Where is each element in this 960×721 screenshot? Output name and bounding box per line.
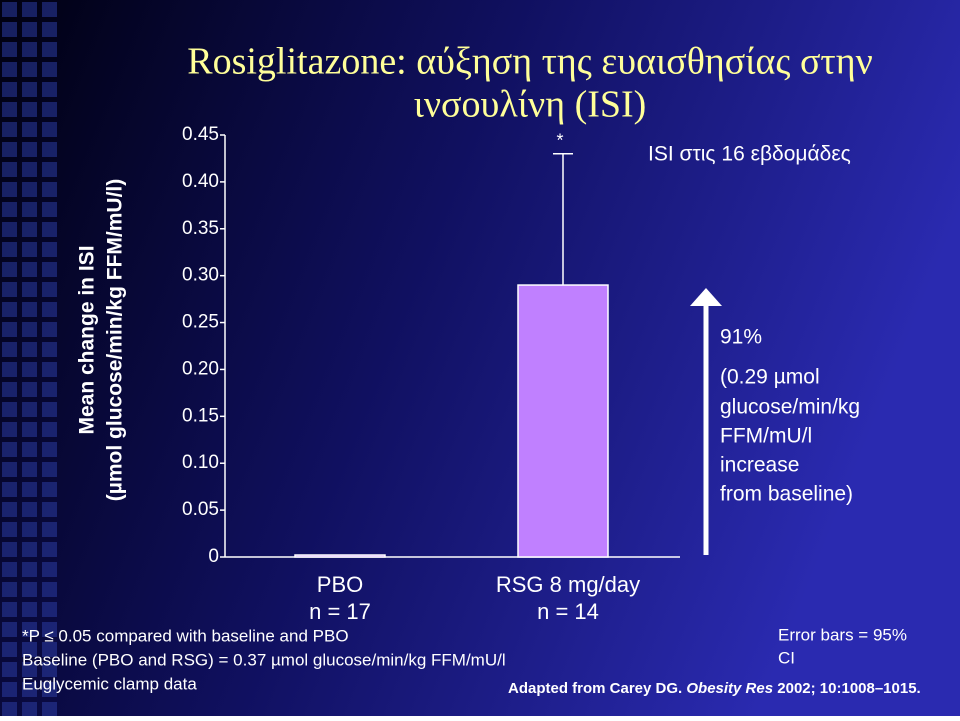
significance: *: [556, 131, 563, 151]
y-tick-label: 0.45: [182, 124, 219, 145]
y-tick-label: 0.30: [182, 265, 219, 286]
title: ινσουλίνη (ISI): [414, 84, 647, 126]
error-note: Error bars = 95%: [778, 625, 907, 644]
legend-title: ISI στις 16 εβδομάδες: [648, 143, 851, 166]
citation-part: 2002; 10:1008–1015.: [773, 680, 921, 697]
error-note: CI: [778, 648, 795, 667]
y-tick-label: 0.25: [182, 312, 219, 333]
annotation: FFM/mU/l: [720, 425, 812, 448]
annotation: increase: [720, 454, 799, 477]
citation: Adapted from Carey DG. Obesity Res 2002;…: [508, 680, 921, 697]
annotation: (0.29 µmol: [720, 366, 820, 389]
y-axis-label: (µmol glucose/min/kg FFM/mU/l): [104, 179, 127, 501]
citation-part: Adapted from Carey DG.: [508, 680, 686, 697]
y-tick-label: 0: [208, 546, 219, 567]
footnote: *P ≤ 0.05 compared with baseline and PBO: [22, 626, 349, 645]
bar: [517, 284, 609, 558]
y-tick-label: 0.20: [182, 358, 219, 379]
y-tick-label: 0.05: [182, 499, 219, 520]
title: Rosiglitazone: αύξηση της ευαισθησίας στ…: [187, 41, 873, 83]
y-tick-label: 0.35: [182, 218, 219, 239]
x-tick-label: PBO: [317, 572, 363, 597]
y-axis-label: Mean change in ISI: [76, 245, 99, 434]
citation-part: Obesity Res: [686, 680, 773, 697]
decoration: [0, 0, 60, 716]
annotation: glucose/min/kg: [720, 396, 860, 419]
y-tick-label: 0.10: [182, 452, 219, 473]
x-tick-note: n = 14: [537, 599, 599, 624]
x-tick-note: n = 17: [309, 599, 371, 624]
bar: [294, 554, 386, 558]
annotation: 91%: [720, 326, 762, 349]
x-tick-label: RSG 8 mg/day: [496, 572, 640, 597]
annotation: from baseline): [720, 483, 853, 506]
footnote: Euglycemic clamp data: [22, 674, 197, 693]
footnote: Baseline (PBO and RSG) = 0.37 µmol gluco…: [22, 650, 506, 669]
y-tick-label: 0.40: [182, 171, 219, 192]
y-tick-label: 0.15: [182, 405, 219, 426]
arrow-head: [690, 288, 722, 306]
